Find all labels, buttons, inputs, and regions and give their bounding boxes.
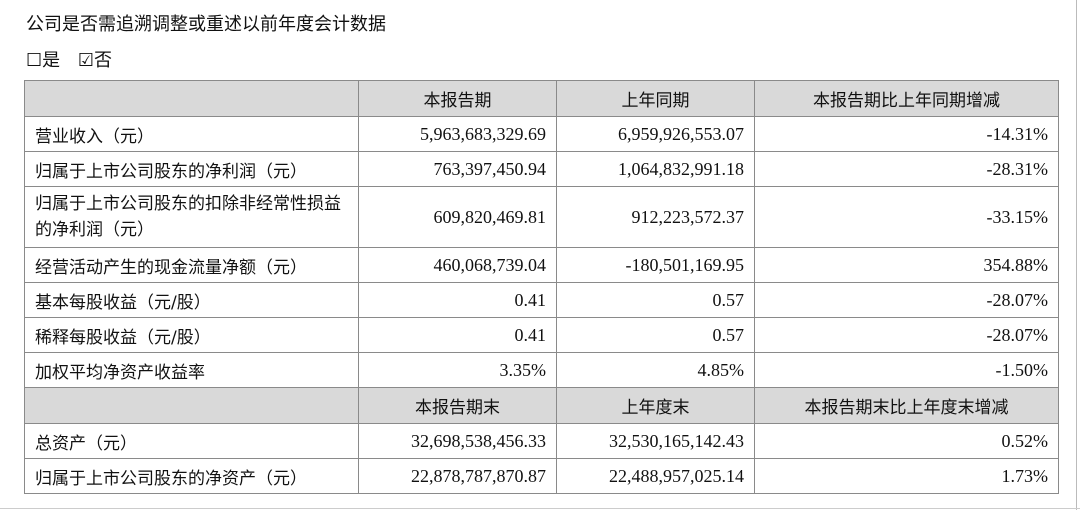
page-edge-bottom xyxy=(0,508,1080,509)
cell-value: 609,820,469.81 xyxy=(358,186,557,248)
column-header: 本报告期末 xyxy=(358,387,557,424)
page-edge xyxy=(1076,0,1077,510)
cell-value: 0.52% xyxy=(754,423,1059,459)
cell-value: 22,488,957,025.14 xyxy=(556,458,755,494)
option-yes[interactable]: ☐是 xyxy=(26,50,61,71)
table-header-row: 本报告期末 上年度末 本报告期末比上年度末增减 xyxy=(24,387,1059,424)
table-row: 营业收入（元） 5,963,683,329.69 6,959,926,553.07-… xyxy=(24,116,1059,152)
cell-value: 5,963,683,329.69 xyxy=(358,116,557,152)
row-label: 稀释每股收益（元/股） xyxy=(24,317,359,353)
row-label: 基本每股收益（元/股） xyxy=(24,282,359,318)
cell-value: -28.31% xyxy=(754,151,1059,187)
column-header: 上年度末 xyxy=(556,387,755,424)
row-label: 归属于上市公司股东的净资产（元） xyxy=(24,458,359,494)
row-label: 归属于上市公司股东的净利润（元） xyxy=(24,151,359,187)
table-row: 基本每股收益（元/股） 0.41 0.57 -28.07% xyxy=(24,282,1059,318)
cell-value: -28.07% xyxy=(754,317,1059,353)
row-label: 经营活动产生的现金流量净额（元） xyxy=(24,247,359,283)
cell-value: 0.41 xyxy=(358,317,557,353)
cell-value: -180,501,169.95 xyxy=(556,247,755,283)
checkbox-checked-icon: ☑ xyxy=(77,50,95,71)
table-row: 总资产（元） 32,698,538,456.33 32,530,165,142.43… xyxy=(24,423,1059,459)
table-header-row: 本报告期 上年同期 本报告期比上年同期增减 xyxy=(24,80,1059,117)
table-row: 加权平均净资产收益率 3.35% 4.85% -1.50% xyxy=(24,352,1059,388)
section-title: 公司是否需追溯调整或重述以前年度会计数据 xyxy=(26,14,386,35)
cell-value: -33.15% xyxy=(754,186,1059,248)
table-row: 归属于上市公司股东的净资产（元） 22,878,787,870.87 22,488,… xyxy=(24,458,1059,494)
cell-value: 1,064,832,991.18 xyxy=(556,151,755,187)
checkbox-unchecked-icon: ☐ xyxy=(26,50,43,71)
table-row: 归属于上市公司股东的扣除非经常性损益的净利润（元） 609,820,469.81 9… xyxy=(24,186,1059,248)
cell-value: -14.31% xyxy=(754,116,1059,152)
cell-value: 912,223,572.37 xyxy=(556,186,755,248)
cell-value: 460,068,739.04 xyxy=(358,247,557,283)
column-header: 本报告期比上年同期增减 xyxy=(754,80,1059,117)
cell-value: 0.57 xyxy=(556,282,755,318)
restatement-options: ☐是 ☑否 xyxy=(26,46,124,72)
table-row: 稀释每股收益（元/股） 0.41 0.57 -28.07% xyxy=(24,317,1059,353)
cell-value: -1.50% xyxy=(754,352,1059,388)
cell-value: -28.07% xyxy=(754,282,1059,318)
cell-value: 3.35% xyxy=(358,352,557,388)
cell-value: 763,397,450.94 xyxy=(358,151,557,187)
cell-value: 22,878,787,870.87 xyxy=(358,458,557,494)
row-label: 归属于上市公司股东的扣除非经常性损益的净利润（元） xyxy=(24,186,359,248)
cell-value: 4.85% xyxy=(556,352,755,388)
financial-data-table: 本报告期 上年同期 本报告期比上年同期增减 营业收入（元） 5,963,683,329.… xyxy=(24,80,1059,494)
option-no[interactable]: ☑否 xyxy=(77,50,113,71)
table-row: 经营活动产生的现金流量净额（元） 460,068,739.04 -180,501,1… xyxy=(24,247,1059,283)
cell-value: 354.88% xyxy=(754,247,1059,283)
column-header: 上年同期 xyxy=(556,80,755,117)
column-header: 本报告期 xyxy=(358,80,557,117)
row-label: 总资产（元） xyxy=(24,423,359,459)
table-row: 归属于上市公司股东的净利润（元） 763,397,450.94 1,064,832,… xyxy=(24,151,1059,187)
cell-value: 0.41 xyxy=(358,282,557,318)
row-label: 营业收入（元） xyxy=(24,116,359,152)
cell-value: 32,698,538,456.33 xyxy=(358,423,557,459)
column-header xyxy=(24,387,359,424)
cell-value: 6,959,926,553.07 xyxy=(556,116,755,152)
row-label: 加权平均净资产收益率 xyxy=(24,352,359,388)
column-header xyxy=(24,80,359,117)
cell-value: 32,530,165,142.43 xyxy=(556,423,755,459)
column-header: 本报告期末比上年度末增减 xyxy=(754,387,1059,424)
cell-value: 0.57 xyxy=(556,317,755,353)
cell-value: 1.73% xyxy=(754,458,1059,494)
